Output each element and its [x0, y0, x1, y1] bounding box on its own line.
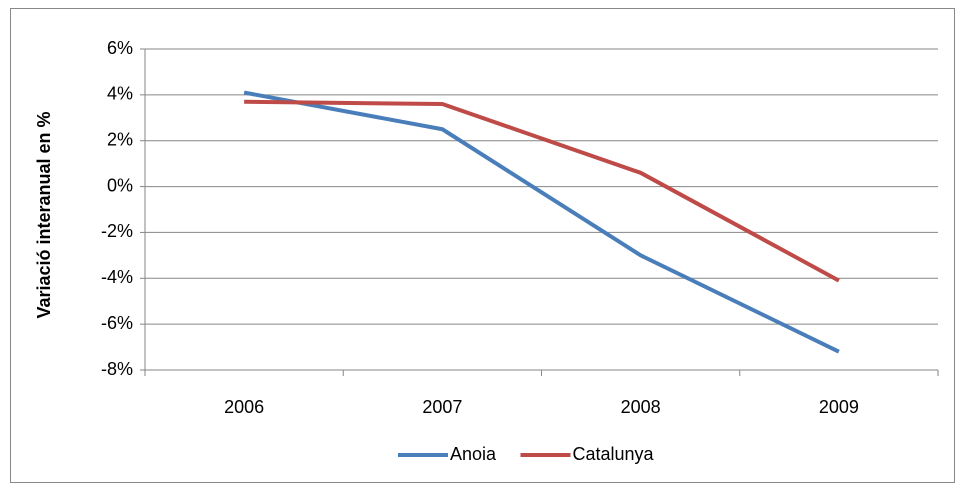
y-tick-label: 4%: [107, 84, 133, 104]
legend-label: Anoia: [450, 444, 497, 464]
y-tick-label: 2%: [107, 129, 133, 149]
legend-label: Catalunya: [573, 444, 655, 464]
x-tick-label: 2008: [621, 397, 661, 417]
y-tick-label: -4%: [101, 267, 133, 287]
series-line: [243, 90, 840, 354]
y-tick-label: -8%: [101, 359, 133, 379]
x-tick-label: 2006: [224, 397, 264, 417]
y-tick-label: -6%: [101, 313, 133, 333]
y-tick-label: 6%: [107, 38, 133, 58]
y-tick-label: -2%: [101, 221, 133, 241]
y-tick-label: 0%: [107, 175, 133, 195]
chart-border: [10, 8, 955, 483]
series-line: [244, 99, 840, 283]
x-tick-label: 2009: [819, 397, 859, 417]
x-tick-label: 2007: [422, 397, 462, 417]
y-axis-label: Variació interanual en %: [34, 111, 54, 318]
